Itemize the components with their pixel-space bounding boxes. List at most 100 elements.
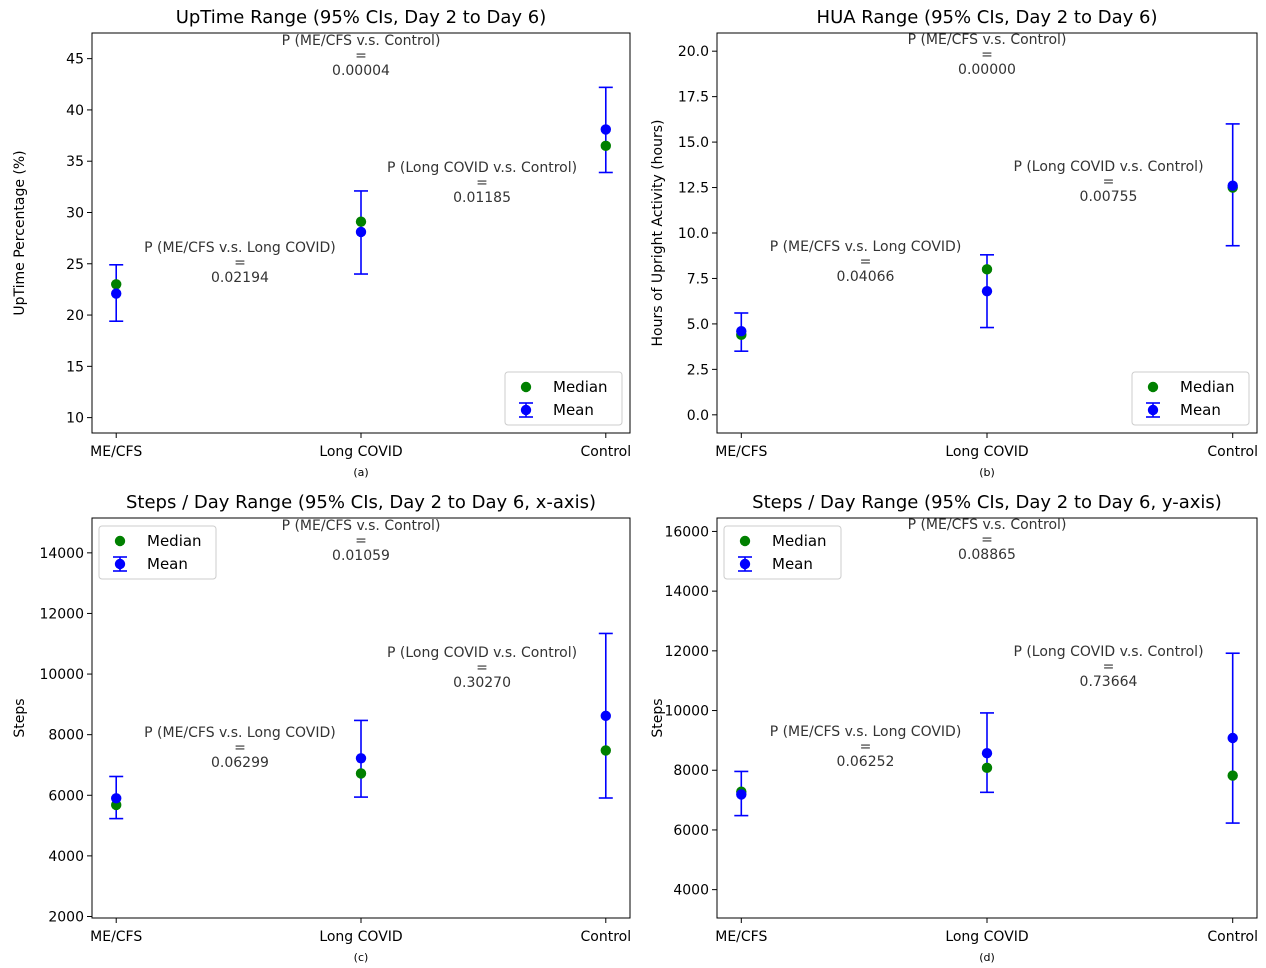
legend-median-label: Median (553, 378, 608, 396)
mean-point (981, 748, 993, 759)
y-tick-label: 10.0 (678, 226, 709, 242)
y-tick-label: 12.5 (678, 181, 709, 197)
median-point (600, 745, 611, 756)
legend-mean-label: Mean (1180, 401, 1221, 419)
p-value: 0.04066 (837, 269, 895, 285)
y-tick-label: 4000 (673, 883, 709, 899)
median-point (600, 140, 611, 152)
y-tick-label: 14000 (664, 584, 709, 600)
y-tick-label: 12000 (39, 606, 84, 622)
median-point (1227, 770, 1238, 781)
p-value: 0.01059 (332, 548, 390, 564)
y-axis-label: UpTime Percentage (%) (12, 150, 28, 315)
p-value-equals: = (234, 255, 246, 271)
p-value: 0.00004 (332, 63, 390, 79)
x-tick-label: ME/CFS (715, 929, 767, 945)
y-tick-label: 7.5 (687, 271, 709, 287)
chart-title: HUA Range (95% CIs, Day 2 to Day 6) (817, 7, 1158, 28)
x-tick-label: Long COVID (945, 929, 1028, 945)
y-tick-label: 30 (66, 205, 84, 221)
y-tick-label: 4000 (48, 849, 84, 865)
legend-box (504, 371, 623, 426)
y-tick-label: 10000 (664, 704, 709, 720)
p-value-equals: = (981, 47, 993, 63)
y-tick-label: 6000 (673, 823, 709, 839)
p-value-equals: = (981, 532, 993, 548)
legend-median-marker (1147, 381, 1159, 393)
legend-mean-marker (739, 558, 751, 570)
legend-box (98, 525, 217, 580)
y-tick-label: 14000 (39, 546, 84, 562)
x-tick-label: Control (580, 929, 631, 945)
chart-panel-1: UpTime Range (95% CIs, Day 2 to Day 6) 10… (12, 7, 631, 479)
panel-caption: (d) (979, 951, 995, 964)
y-tick-label: 10000 (39, 667, 84, 683)
chart-title: Steps / Day Range (95% CIs, Day 2 to Day… (752, 492, 1222, 513)
legend: Median Mean (723, 525, 842, 580)
p-value-equals: = (476, 660, 488, 676)
legend-median-label: Median (147, 532, 202, 550)
legend-mean-label: Mean (147, 555, 188, 573)
legend-mean-marker (520, 404, 532, 416)
chart-panel-4: Steps / Day Range (95% CIs, Day 2 to Day… (650, 492, 1258, 964)
y-tick-label: 35 (66, 154, 84, 170)
p-value-label: P (ME/CFS v.s. Long COVID) (770, 239, 962, 255)
p-value-label: P (Long COVID v.s. Control) (387, 645, 577, 661)
legend-box (1131, 371, 1250, 426)
mean-point (111, 288, 122, 299)
x-tick-label: ME/CFS (90, 444, 142, 460)
y-axis-label: Steps (650, 698, 666, 737)
p-value: 0.06252 (837, 754, 895, 770)
legend-median-marker (520, 381, 532, 393)
mean-point (111, 793, 122, 804)
mean-point (1227, 180, 1238, 191)
legend: Median Mean (1131, 371, 1250, 426)
p-value-equals: = (1103, 174, 1115, 190)
legend: Median Mean (98, 525, 217, 580)
panel-caption: (b) (979, 466, 995, 479)
p-value-label: P (Long COVID v.s. Control) (1013, 159, 1203, 175)
p-value: 0.06299 (211, 755, 269, 771)
y-tick-label: 16000 (664, 524, 709, 540)
y-tick-label: 40 (66, 103, 84, 119)
p-value-equals: = (355, 533, 367, 549)
y-tick-label: 15 (66, 359, 84, 375)
p-value-equals: = (355, 48, 367, 64)
y-tick-label: 0.0 (687, 408, 709, 424)
mean-point (600, 710, 611, 722)
p-value: 0.73664 (1080, 674, 1138, 690)
y-tick-label: 25 (66, 257, 84, 273)
x-tick-label: Long COVID (319, 929, 402, 945)
p-value-label: P (ME/CFS v.s. Control) (908, 517, 1067, 533)
y-tick-label: 15.0 (678, 135, 709, 151)
y-tick-label: 20 (66, 308, 84, 324)
x-tick-label: ME/CFS (90, 929, 142, 945)
p-value-label: P (Long COVID v.s. Control) (387, 160, 577, 176)
chart-title: Steps / Day Range (95% CIs, Day 2 to Day… (126, 492, 596, 513)
legend-mean-marker (1147, 404, 1159, 416)
median-point (111, 279, 122, 290)
p-value-equals: = (1103, 659, 1115, 675)
p-value-label: P (ME/CFS v.s. Long COVID) (770, 724, 962, 740)
p-value-equals: = (234, 740, 246, 756)
x-tick-label: ME/CFS (715, 444, 767, 460)
x-tick-label: Long COVID (319, 444, 402, 460)
y-tick-label: 8000 (48, 728, 84, 744)
y-tick-label: 2000 (48, 909, 84, 925)
chart-title: UpTime Range (95% CIs, Day 2 to Day 6) (176, 7, 547, 28)
y-tick-label: 12000 (664, 644, 709, 660)
p-value: 0.02194 (211, 270, 269, 286)
y-tick-label: 8000 (673, 763, 709, 779)
legend-mean-label: Mean (772, 555, 813, 573)
mean-point (1227, 732, 1238, 744)
p-value: 0.01185 (453, 190, 511, 206)
x-tick-label: Control (580, 444, 631, 460)
legend-mean-label: Mean (553, 401, 594, 419)
mean-point (736, 325, 747, 337)
p-value-label: P (ME/CFS v.s. Long COVID) (144, 725, 336, 741)
x-tick-label: Control (1207, 444, 1258, 460)
p-value-equals: = (860, 739, 872, 755)
legend: Median Mean (504, 371, 623, 426)
y-tick-label: 20.0 (678, 44, 709, 60)
